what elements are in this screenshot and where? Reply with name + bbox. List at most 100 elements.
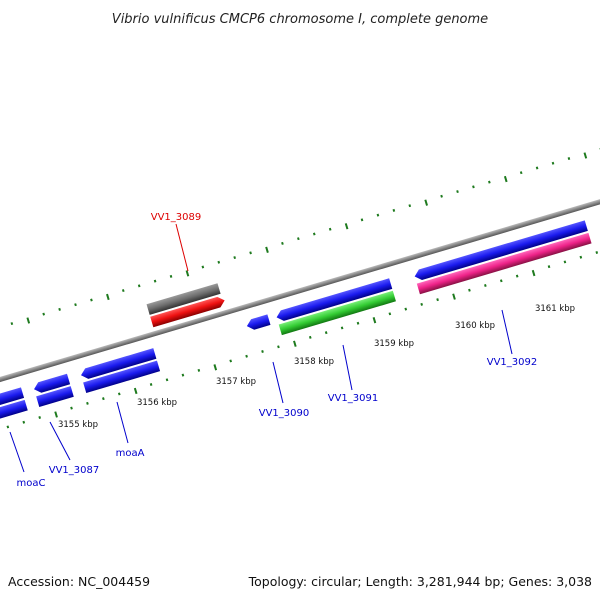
upper-scale-minor-tick <box>456 190 459 194</box>
lower-tick-scale <box>6 251 599 429</box>
lower-scale-major-tick <box>452 293 456 300</box>
lower-scale-minor-tick <box>229 359 233 363</box>
gene-label-vv1-3087[interactable]: VV1_3087 <box>49 465 100 476</box>
upper-scale-minor-tick <box>328 227 332 231</box>
upper-scale-minor-tick <box>376 213 380 217</box>
lower-scale-minor-tick <box>22 420 26 424</box>
lower-scale-minor-tick <box>308 335 312 339</box>
gene-label-vv1-3090[interactable]: VV1_3090 <box>259 408 310 419</box>
lower-scale-minor-tick <box>149 383 153 387</box>
upper-scale-minor-tick <box>297 237 300 241</box>
upper-scale-minor-tick <box>440 194 443 198</box>
upper-scale-minor-tick <box>137 284 141 288</box>
upper-scale-minor-tick <box>519 171 523 175</box>
kbp-tick-labels: 3155 kbp 3156 kbp 3157 kbp 3158 kbp 3159… <box>58 304 575 430</box>
chromosome-track <box>0 147 600 429</box>
vv1-3087-gene[interactable] <box>36 386 74 407</box>
gene-label-vv1-3091[interactable]: VV1_3091 <box>328 393 379 404</box>
vv1-3090-leader <box>272 361 284 404</box>
gene-label-vv1-3092[interactable]: VV1_3092 <box>487 357 538 368</box>
upper-tick-scale <box>10 147 600 326</box>
lower-scale-minor-tick <box>197 368 201 372</box>
tick-label-3157: 3157 kbp <box>216 377 256 387</box>
tick-label-3156: 3156 kbp <box>137 398 177 408</box>
upper-scale-major-tick <box>583 152 588 159</box>
upper-scale-minor-tick <box>233 256 237 260</box>
lower-scale-minor-tick <box>70 406 73 410</box>
map-title: Vibrio vulnificus CMCP6 chromosome I, co… <box>112 12 488 27</box>
upper-scale-minor-tick <box>42 312 46 316</box>
lower-scale-minor-tick <box>245 354 248 358</box>
chromosome-backbone <box>0 189 600 399</box>
lower-scale-minor-tick <box>340 326 344 330</box>
gene-left-1[interactable] <box>0 387 25 410</box>
lower-scale-minor-tick <box>563 260 567 264</box>
upper-scale-minor-tick <box>392 208 396 212</box>
vv1-3091-green-feature[interactable] <box>278 290 396 336</box>
lower-scale-minor-tick <box>579 255 583 259</box>
tick-label-3155: 3155 kbp <box>58 420 98 430</box>
upper-scale-major-tick <box>185 270 190 277</box>
gene-label-vv1-3089[interactable]: VV1_3089 <box>151 212 202 223</box>
lower-scale-minor-tick <box>595 251 599 254</box>
lower-scale-major-tick <box>372 317 377 324</box>
vv1-3090-gene[interactable] <box>245 314 271 331</box>
lower-scale-minor-tick <box>420 302 423 306</box>
upper-scale-minor-tick <box>153 279 157 283</box>
gene-label-moac[interactable]: moaC <box>17 478 46 489</box>
lower-scale-minor-tick <box>38 416 42 420</box>
gene-label-moaa[interactable]: moaA <box>116 448 145 459</box>
upper-scale-minor-tick <box>408 204 412 208</box>
lower-scale-minor-tick <box>117 392 121 396</box>
upper-scale-minor-tick <box>121 289 125 293</box>
upper-scale-minor-tick <box>488 180 491 184</box>
vv1-3092-gene[interactable] <box>413 220 588 281</box>
vv1-3087-leader <box>49 421 71 461</box>
gene-left-2[interactable] <box>0 399 28 422</box>
lower-scale-minor-tick <box>277 345 280 349</box>
lower-scale-minor-tick <box>165 378 169 382</box>
upper-scale-minor-tick <box>249 251 252 255</box>
tick-label-3161: 3161 kbp <box>535 304 575 314</box>
vv1-3089-gray-feature[interactable] <box>146 283 221 315</box>
lower-scale-minor-tick <box>547 265 551 269</box>
lower-scale-minor-tick <box>388 312 392 316</box>
lower-scale-minor-tick <box>324 331 328 335</box>
moac-gene[interactable] <box>32 373 71 395</box>
lower-scale-minor-tick <box>468 288 471 292</box>
upper-scale-major-tick <box>424 199 428 206</box>
vv1-3089-leader <box>175 223 189 272</box>
topology-text: Topology: circular; Length: 3,281,944 bp… <box>248 574 592 589</box>
vv1-3087-gene-top[interactable] <box>79 348 157 380</box>
vv1-3092-magenta-feature[interactable] <box>416 232 592 295</box>
upper-scale-minor-tick <box>58 307 61 311</box>
upper-scale-minor-tick <box>360 218 364 222</box>
vv1-3092-leader <box>501 309 513 355</box>
lower-scale-minor-tick <box>404 307 408 311</box>
lower-scale-major-tick <box>213 364 218 371</box>
tick-label-3159: 3159 kbp <box>374 339 414 349</box>
lower-scale-minor-tick <box>515 274 519 278</box>
upper-scale-minor-tick <box>281 241 284 245</box>
tick-label-3158: 3158 kbp <box>294 357 334 367</box>
upper-scale-minor-tick <box>312 232 316 236</box>
upper-scale-major-tick <box>265 246 269 253</box>
vv1-3089-red-feature[interactable] <box>150 295 226 328</box>
lower-scale-minor-tick <box>499 279 503 283</box>
upper-scale-minor-tick <box>10 322 14 326</box>
lower-scale-minor-tick <box>356 321 360 325</box>
upper-scale-major-tick <box>26 317 31 324</box>
lower-scale-minor-tick <box>484 284 487 287</box>
moaa-gene[interactable] <box>83 360 161 394</box>
upper-scale-minor-tick <box>169 274 173 278</box>
moaa-leader <box>116 401 129 444</box>
lower-scale-minor-tick <box>86 401 89 405</box>
upper-scale-minor-tick <box>90 298 93 302</box>
upper-scale-minor-tick <box>472 185 475 189</box>
upper-scale-minor-tick <box>567 157 571 161</box>
lower-scale-major-tick <box>293 340 297 347</box>
vv1-3091-gene[interactable] <box>275 278 393 322</box>
lower-scale-minor-tick <box>6 425 10 429</box>
lower-scale-major-tick <box>54 411 58 418</box>
